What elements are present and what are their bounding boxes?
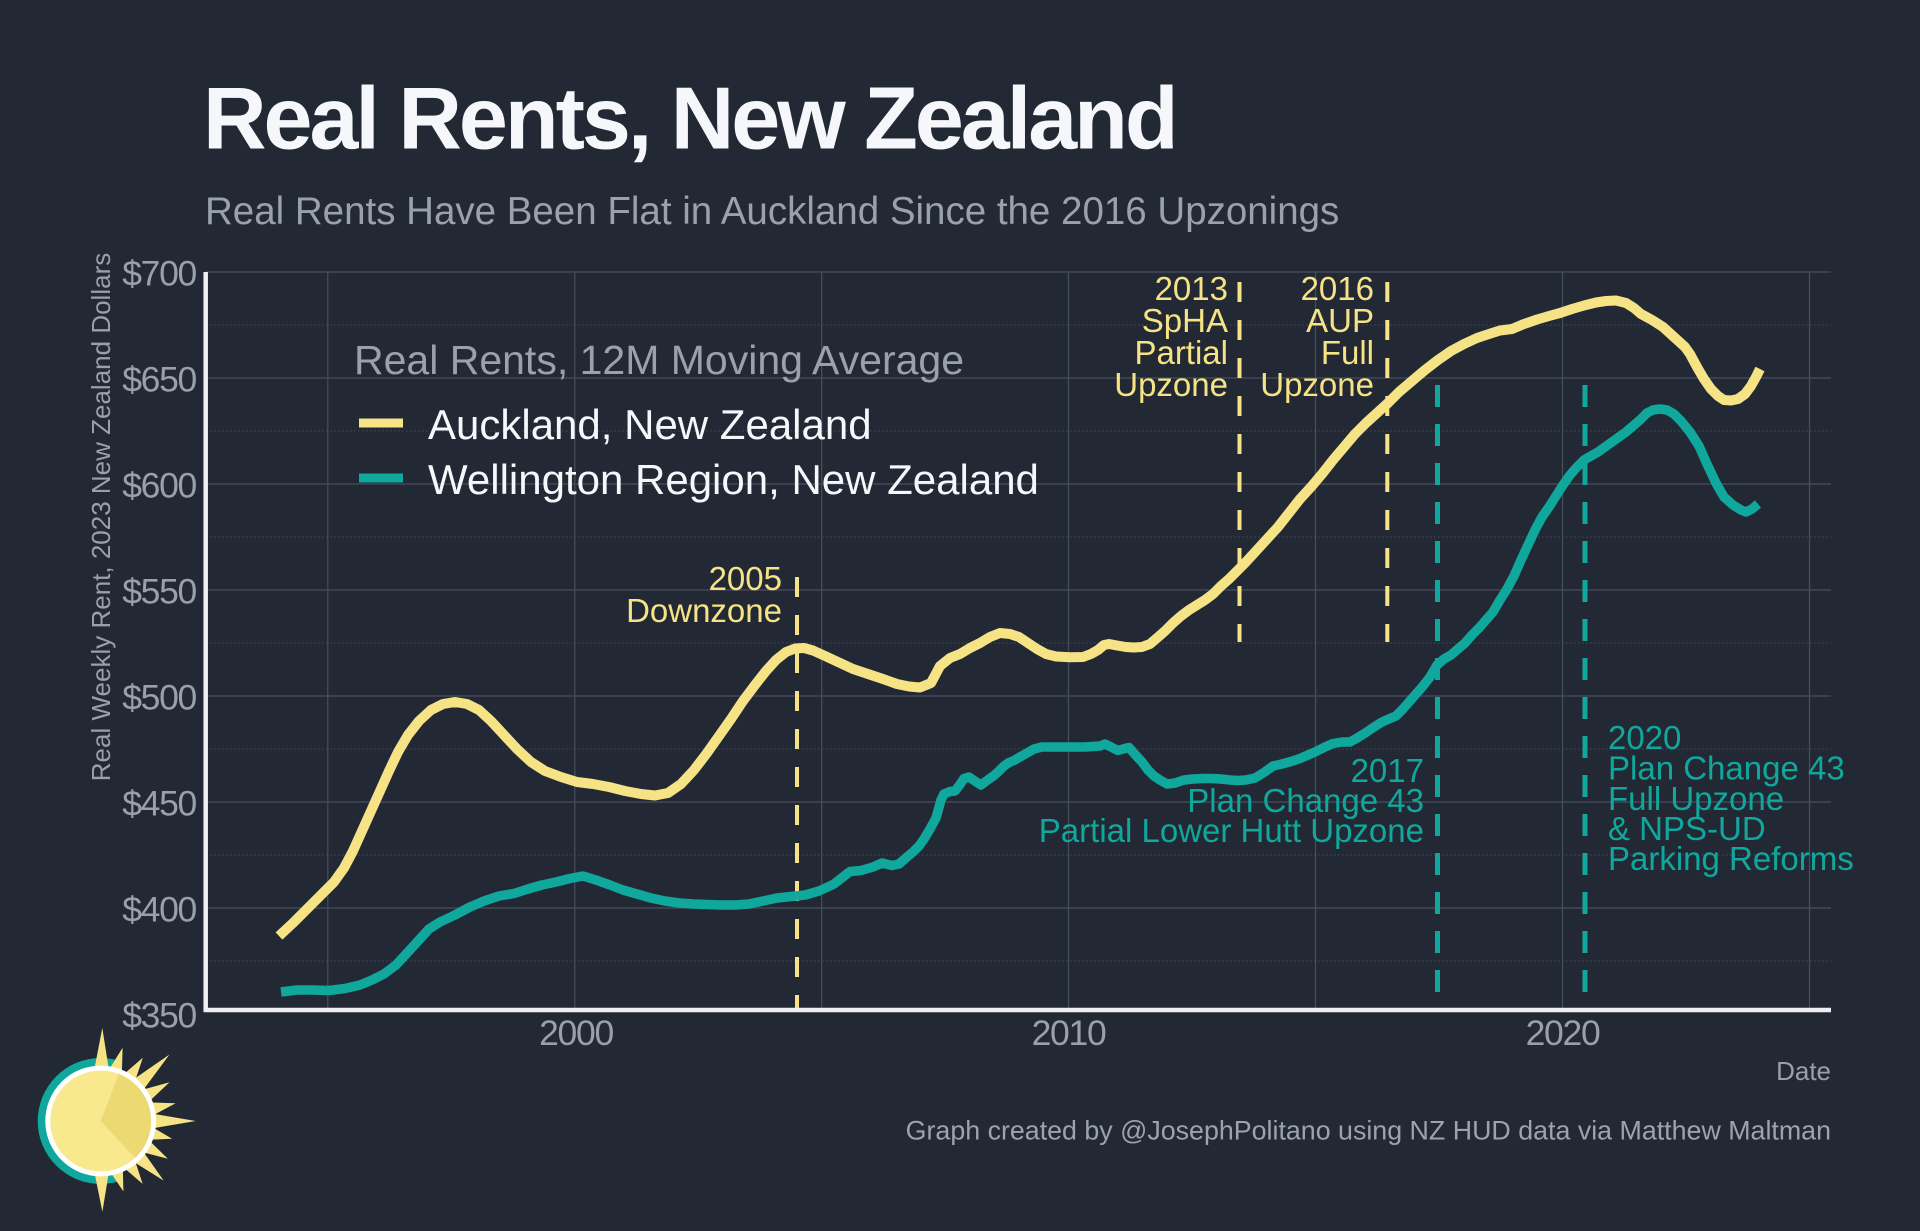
svg-text:$700: $700 (122, 254, 196, 294)
svg-text:$400: $400 (122, 890, 196, 930)
svg-text:Plan Change 43: Plan Change 43 (1187, 782, 1424, 819)
svg-text:Real Rents, New Zealand: Real Rents, New Zealand (203, 69, 1176, 168)
svg-text:2000: 2000 (539, 1013, 613, 1053)
svg-text:2013: 2013 (1155, 270, 1228, 307)
svg-text:& NPS-UD: & NPS-UD (1608, 810, 1766, 847)
svg-text:Real Weekly Rent, 2023 New Zea: Real Weekly Rent, 2023 New Zealand Dolla… (86, 253, 116, 781)
svg-text:2017: 2017 (1351, 752, 1424, 789)
svg-text:Graph created by @JosephPolita: Graph created by @JosephPolitano using N… (906, 1116, 1831, 1146)
svg-text:SpHA: SpHA (1142, 302, 1228, 339)
svg-text:Auckland, New Zealand: Auckland, New Zealand (428, 401, 872, 448)
svg-text:$600: $600 (122, 466, 196, 506)
svg-text:2020: 2020 (1526, 1013, 1600, 1053)
svg-text:AUP: AUP (1306, 302, 1374, 339)
svg-text:2005: 2005 (709, 560, 782, 597)
svg-text:2016: 2016 (1301, 270, 1374, 307)
svg-text:$350: $350 (122, 996, 196, 1036)
svg-text:Date: Date (1776, 1056, 1831, 1086)
svg-text:Real Rents, 12M Moving Average: Real Rents, 12M Moving Average (354, 337, 964, 383)
svg-text:$500: $500 (122, 678, 196, 718)
svg-text:Full Upzone: Full Upzone (1608, 780, 1784, 817)
svg-text:Plan Change 43: Plan Change 43 (1608, 750, 1845, 787)
svg-text:2020: 2020 (1608, 719, 1681, 756)
svg-text:Real Rents Have Been Flat in A: Real Rents Have Been Flat in Auckland Si… (205, 190, 1339, 233)
svg-text:Partial Lower Hutt Upzone: Partial Lower Hutt Upzone (1039, 812, 1424, 849)
svg-text:Upzone: Upzone (1260, 366, 1374, 403)
svg-text:$550: $550 (122, 572, 196, 612)
svg-text:Parking Reforms: Parking Reforms (1608, 840, 1854, 877)
svg-text:Upzone: Upzone (1114, 366, 1228, 403)
svg-text:$650: $650 (122, 360, 196, 400)
svg-text:$450: $450 (122, 784, 196, 824)
svg-text:Full: Full (1321, 334, 1374, 371)
svg-text:Downzone: Downzone (626, 592, 782, 629)
svg-text:Partial: Partial (1134, 334, 1228, 371)
svg-text:2010: 2010 (1032, 1013, 1106, 1053)
svg-text:Wellington Region, New Zealand: Wellington Region, New Zealand (428, 456, 1039, 503)
